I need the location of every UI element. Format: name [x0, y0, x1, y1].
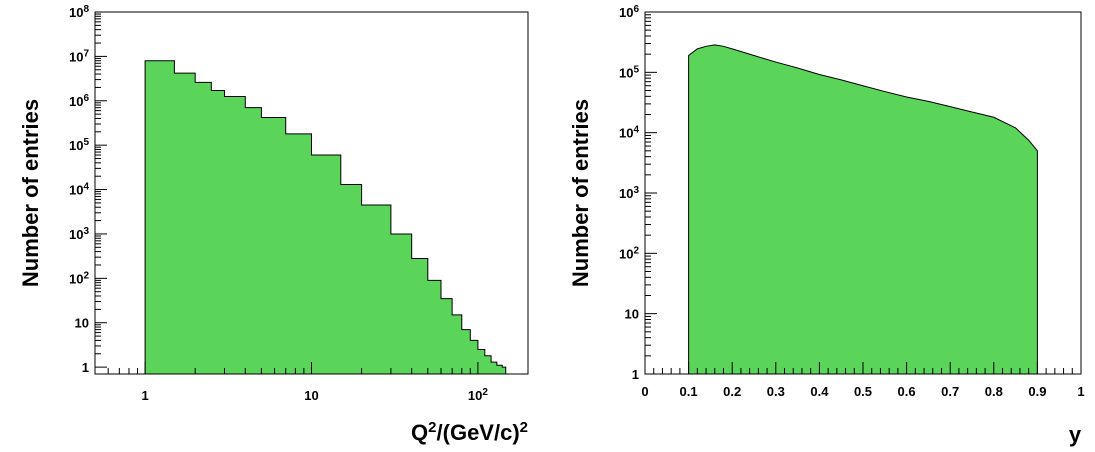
y-y-tick-label: 1	[632, 367, 639, 382]
q2-x-tick-label: 102	[468, 387, 488, 404]
y-x-tick-label: 0.1	[680, 384, 698, 399]
y-histogram-panel: 1 10 102 103 104 105 106 0 0.1 0.2 0.3 0.4 0.5 0.6 0.7…	[568, 4, 1085, 448]
y-x-tick-label: 0.9	[1028, 384, 1046, 399]
y-x-tick-label: 0.2	[723, 384, 741, 399]
y-y-tick-label: 102	[619, 245, 639, 262]
y-x-tick-label: 1	[1077, 384, 1084, 399]
y-x-tick-label: 0.5	[854, 384, 872, 399]
y-x-tick-label: 0.6	[898, 384, 916, 399]
q2-x-axis-title: Q2/(GeV/c)2	[411, 419, 528, 446]
y-x-axis-title: y	[1069, 422, 1082, 447]
q2-y-tick-label: 105	[69, 137, 89, 154]
q2-y-tick-label: 10	[75, 316, 89, 331]
q2-histogram-area	[144, 60, 507, 375]
y-histogram-area	[688, 44, 1038, 375]
q2-y-axis-title: Number of entries	[18, 99, 43, 287]
y-x-tick-label: 0	[641, 384, 648, 399]
y-y-tick-label: 106	[619, 4, 639, 21]
q2-x-tick-label: 1	[141, 388, 148, 403]
y-x-tick-label: 0.8	[985, 384, 1003, 399]
q2-y-tick-label: 106	[69, 92, 89, 109]
q2-x-tick-label: 10	[304, 388, 318, 403]
q2-y-tick-label: 103	[69, 225, 89, 242]
q2-y-tick-label: 107	[69, 48, 89, 65]
y-x-tick-label: 0.4	[810, 384, 829, 399]
q2-y-tick-label: 104	[69, 181, 89, 198]
q2-histogram-panel: 1 10 102 103 104 105 106 107 108 1 10 102 Number of…	[18, 4, 529, 446]
q2-y-tick-label: 108	[69, 4, 89, 21]
q2-y-tick-label: 102	[69, 270, 89, 287]
y-y-axis-title: Number of entries	[568, 99, 593, 287]
y-x-tick-label: 0.3	[767, 384, 785, 399]
y-y-tick-label: 104	[619, 124, 639, 141]
y-x-tick-label: 0.7	[941, 384, 959, 399]
q2-y-tick-label: 1	[82, 360, 89, 375]
y-y-tick-label: 103	[619, 185, 639, 202]
y-y-tick-label: 10	[625, 307, 639, 322]
y-y-tick-label: 105	[619, 64, 639, 81]
